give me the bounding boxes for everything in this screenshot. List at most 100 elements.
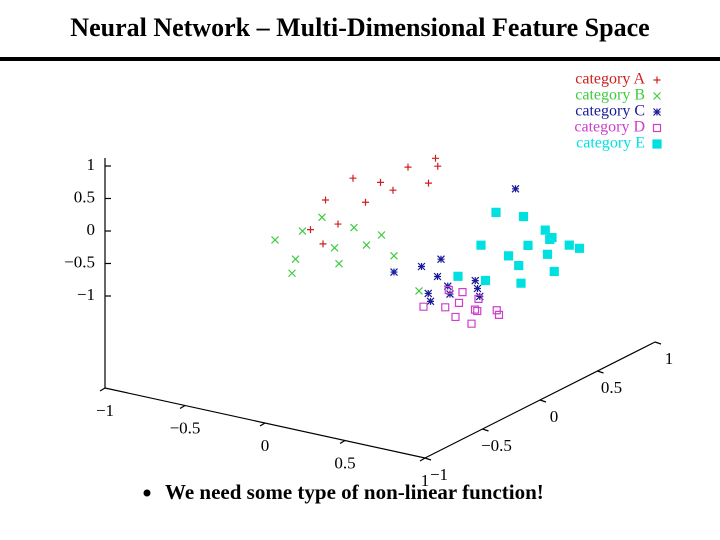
data-point <box>425 179 432 187</box>
data-point <box>511 184 520 193</box>
legend-label: category E <box>576 135 645 152</box>
data-point <box>335 259 343 268</box>
x-tick-label: −0.5 <box>170 418 201 437</box>
y-tick-label: −1 <box>430 465 448 484</box>
data-point <box>523 240 533 250</box>
x-tick <box>179 404 186 410</box>
x-tick <box>259 422 266 427</box>
data-point <box>298 227 307 236</box>
legend-label: category D <box>574 119 645 136</box>
data-point <box>432 154 439 162</box>
data-point <box>474 294 483 303</box>
bullet-text: We need some type of non-linear function… <box>165 480 544 504</box>
data-point <box>417 262 426 271</box>
data-point <box>377 231 386 239</box>
x-tick-label: −1 <box>96 401 114 420</box>
x-tick <box>419 457 426 462</box>
data-point <box>454 298 464 307</box>
legend-marker <box>652 139 662 149</box>
data-point <box>473 306 482 316</box>
y-tick <box>597 370 604 374</box>
z-tick-label: 1 <box>87 155 96 174</box>
data-point <box>288 269 296 278</box>
data-point <box>362 198 369 206</box>
y-tick <box>539 399 547 403</box>
z-tick-label: 0.5 <box>74 187 95 206</box>
x-tick <box>99 387 106 392</box>
data-point <box>492 306 501 315</box>
data-point <box>475 292 484 301</box>
plot: −1−0.500.51 −1−0.500.5110.50−0.5−1categor… <box>64 71 673 490</box>
data-point <box>424 289 433 298</box>
y-tick <box>424 457 432 461</box>
data-point <box>437 255 445 264</box>
data-point <box>467 319 476 328</box>
data-point <box>433 272 442 281</box>
y-tick-label: 0.5 <box>601 378 622 397</box>
y-tick-label: −0.5 <box>481 436 512 455</box>
data-point <box>426 297 435 306</box>
data-point <box>322 196 329 204</box>
x-tick-label: 0 <box>261 436 270 455</box>
data-point <box>453 271 463 281</box>
data-point <box>377 178 384 186</box>
data-point <box>319 240 327 248</box>
z-tick-label: −0.5 <box>64 252 95 271</box>
data-point <box>389 186 397 194</box>
data-point <box>514 260 524 271</box>
data-point <box>362 241 371 250</box>
data-point <box>458 288 467 297</box>
data-point <box>471 276 480 285</box>
legend-label: category C <box>575 103 645 120</box>
legend-marker <box>653 76 661 84</box>
data-point <box>434 162 442 170</box>
y-tick-label: 1 <box>665 349 674 368</box>
data-point <box>470 305 480 314</box>
data-point <box>491 207 501 217</box>
data-point <box>480 275 491 286</box>
data-point <box>390 268 398 276</box>
legend-label: category B <box>575 87 645 104</box>
y-tick <box>654 341 662 345</box>
z-tick-label: 0 <box>87 220 96 239</box>
legend-marker <box>653 108 661 116</box>
data-point <box>330 243 339 252</box>
bullet-dot <box>143 489 151 497</box>
data-point <box>390 251 398 260</box>
data-point <box>574 243 585 253</box>
slide-title: Neural Network – Multi-Dimensional Featu… <box>70 13 649 42</box>
data-point <box>518 211 529 222</box>
data-point <box>540 225 550 235</box>
data-point <box>334 220 342 228</box>
data-point <box>318 213 326 222</box>
data-point <box>441 303 450 312</box>
data-point <box>404 163 412 171</box>
data-point <box>271 235 279 244</box>
y-tick <box>482 428 489 432</box>
title-rule <box>0 57 720 61</box>
data-point <box>291 255 300 264</box>
data-point <box>494 310 504 319</box>
data-point <box>444 285 453 295</box>
data-point <box>451 312 460 322</box>
data-point <box>307 226 314 234</box>
legend-marker <box>652 123 662 133</box>
data-point <box>564 240 574 250</box>
legend-marker <box>653 92 661 100</box>
legend-label: category A <box>575 71 645 88</box>
z-tick-label: −1 <box>77 285 95 304</box>
data-point <box>415 286 423 295</box>
data-point <box>547 233 557 243</box>
data-point <box>503 251 514 261</box>
data-point <box>350 223 358 232</box>
data-point <box>473 284 482 293</box>
data-point <box>542 249 553 259</box>
y-tick-label: 0 <box>550 407 559 426</box>
x-tick <box>339 439 346 445</box>
data-point <box>419 302 428 311</box>
x-tick-label: 1 <box>421 471 430 490</box>
data-point <box>476 240 486 250</box>
x-tick-label: 0.5 <box>334 453 355 472</box>
